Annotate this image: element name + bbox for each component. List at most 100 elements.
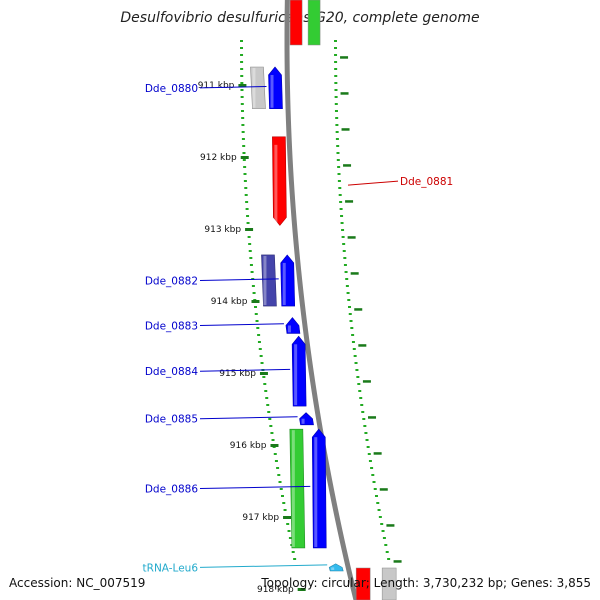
gc-dot [242, 145, 246, 147]
gc-dot [373, 488, 377, 490]
gc-dot [342, 243, 346, 245]
feature-Dde_0885 [299, 412, 314, 426]
gc-dot [380, 523, 384, 525]
feature-body [299, 412, 314, 426]
gc-dot [240, 75, 244, 77]
gc-dot [249, 264, 253, 266]
gc-dot [378, 516, 382, 518]
feature-label: Dde_0884 [145, 366, 199, 378]
gc-dot [251, 285, 255, 287]
gc-dot [240, 96, 244, 98]
gc-dot [352, 348, 356, 350]
feature-highlight [301, 418, 305, 424]
gc-dot [376, 502, 380, 504]
partial-feature-top [289, 0, 303, 46]
gc-dot [335, 117, 339, 119]
gc-dot [362, 418, 366, 420]
label-leader-line [199, 323, 284, 326]
gc-dot [241, 138, 245, 140]
feature-body [328, 563, 344, 572]
gc-dot [270, 432, 274, 434]
gc-dot [370, 467, 374, 469]
gc-dot [279, 488, 283, 490]
gc-dot [342, 250, 346, 252]
gc-dot [334, 110, 338, 112]
gc-dot [269, 425, 273, 427]
gc-dot [243, 180, 247, 182]
gc-dot [267, 411, 271, 413]
minor-tick-mark [345, 200, 354, 203]
minor-tick-mark [368, 416, 377, 419]
gc-dot [282, 502, 286, 504]
feature-body [272, 136, 287, 226]
feature-block-1 [250, 66, 266, 110]
gc-dot [335, 131, 339, 133]
gc-dot [241, 131, 245, 133]
feature-highlight [291, 430, 295, 547]
gc-dot [351, 341, 355, 343]
feature-body [289, 428, 306, 549]
feature-highlight [287, 325, 291, 333]
gc-dot [334, 68, 338, 70]
feature-tRNA-Leu6 [328, 563, 344, 572]
feature-Dde_0880 [268, 66, 283, 110]
gc-dot [336, 159, 340, 161]
minor-tick-mark [341, 128, 350, 131]
gc-dot [334, 89, 338, 91]
gc-dot [280, 495, 284, 497]
feature-label: Dde_0882 [145, 275, 198, 287]
minor-tick-mark [354, 308, 363, 311]
gc-dot [364, 432, 368, 434]
feature-body [291, 335, 307, 407]
gc-dot [243, 173, 247, 175]
gc-dot [349, 320, 353, 322]
gc-dot [255, 320, 259, 322]
partial-feature-bottom [355, 567, 371, 600]
gc-dot [283, 509, 287, 511]
feature-body [311, 428, 327, 549]
feature-block-4 [261, 254, 277, 307]
gc-dot [334, 61, 338, 63]
gc-dot [336, 145, 340, 147]
feature-Dde_0884 [291, 335, 307, 407]
gc-dot [242, 152, 246, 154]
kbp-tick-mark [270, 444, 279, 447]
gc-dot [334, 75, 338, 77]
gc-dot [387, 558, 391, 560]
gc-dot [366, 446, 370, 448]
feature-highlight [274, 144, 278, 225]
minor-tick-mark [340, 92, 349, 95]
gc-dot [240, 82, 244, 84]
gc-dot [337, 180, 341, 182]
gc-dot [359, 397, 363, 399]
gc-dot [274, 460, 278, 462]
kbp-tick-mark [238, 84, 247, 87]
gc-dot [246, 222, 250, 224]
gc-dot [262, 376, 266, 378]
gc-dot [385, 551, 389, 553]
minor-tick-mark [350, 272, 359, 275]
gc-dot [335, 138, 339, 140]
gc-dot [338, 194, 342, 196]
gc-dot [256, 327, 260, 329]
gc-dot [341, 236, 345, 238]
gc-dot [258, 348, 262, 350]
feature-highlight [263, 255, 267, 306]
gc-dot [355, 369, 359, 371]
feature-highlight [331, 567, 335, 570]
feature-Dde_0882 [280, 254, 296, 307]
kbp-tick-mark [297, 588, 306, 591]
gc-dot [360, 404, 364, 406]
kbp-tick-mark [283, 516, 292, 519]
feature-labels: Dde_0880 Dde_0881 Dde_0882 Dde_0883 Dde_0884… [143, 83, 454, 575]
gc-dot [265, 397, 269, 399]
gc-dot [248, 243, 252, 245]
gc-dot [249, 257, 253, 259]
gc-dot [240, 40, 243, 42]
gc-dot [367, 453, 371, 455]
feature-body [285, 317, 301, 334]
gc-dot [240, 54, 244, 56]
gc-dot [361, 411, 365, 413]
gc-dot [381, 530, 385, 532]
